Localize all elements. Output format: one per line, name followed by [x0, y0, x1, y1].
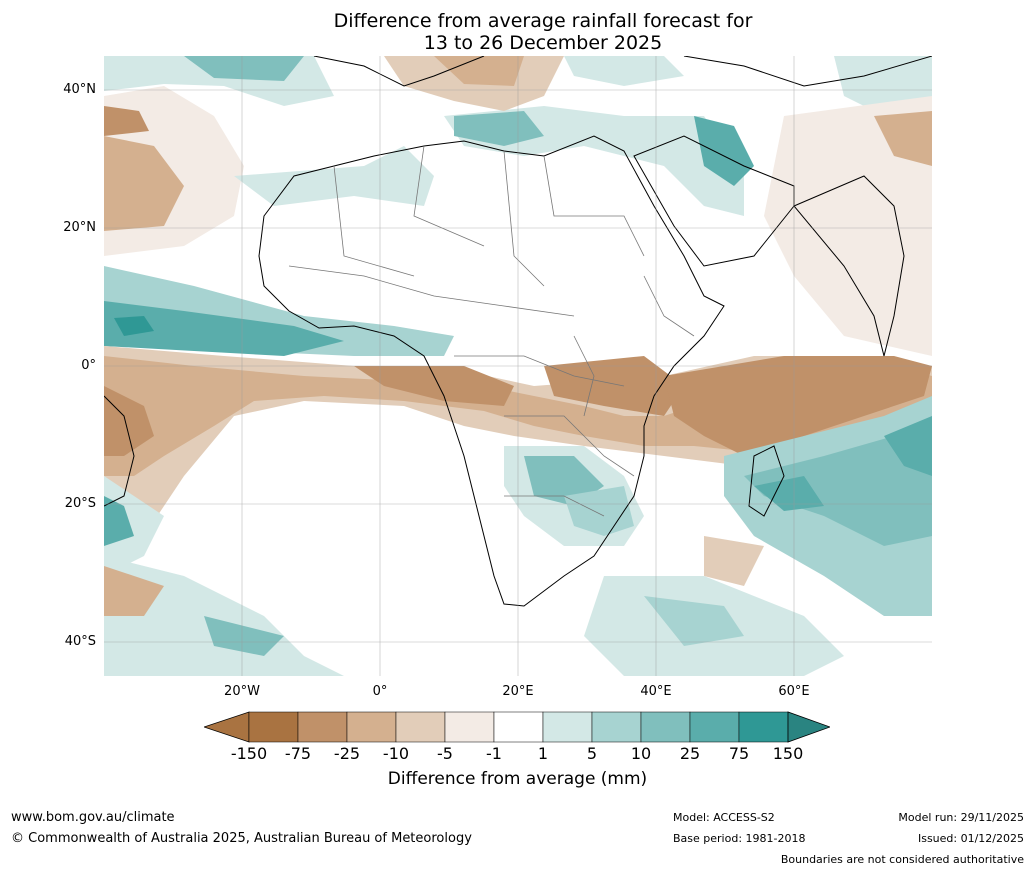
legend-swatch: [591, 711, 642, 743]
rainfall-anomaly-map: [104, 56, 932, 676]
graticule: [104, 56, 932, 676]
lon-label-60e: 60°E: [778, 684, 810, 699]
legend-tick: -150: [230, 744, 268, 763]
anomaly-fields: [104, 56, 932, 676]
legend-swatch: [346, 711, 397, 743]
legend-swatch: [542, 711, 593, 743]
boundary-disclaimer: Boundaries are not considered authoritat…: [780, 853, 1024, 866]
legend-tick: -5: [437, 744, 453, 763]
lon-label-20w: 20°W: [224, 684, 260, 699]
title-line-1: Difference from average rainfall forecas…: [333, 10, 753, 32]
legend-swatch: [738, 711, 789, 743]
legend-tick: 75: [728, 744, 750, 763]
lat-label-40s: 40°S: [64, 634, 96, 649]
lon-label-40e: 40°E: [640, 684, 672, 699]
lat-label-20s: 20°S: [64, 496, 96, 511]
legend-swatch: [493, 711, 544, 743]
website-link[interactable]: www.bom.gov.au/climate: [11, 810, 175, 825]
legend-swatch: [395, 711, 446, 743]
legend-tick: -75: [284, 744, 312, 763]
legend-tick: 5: [586, 744, 598, 763]
map-title: Difference from average rainfall forecas…: [0, 10, 1035, 54]
lon-label-20e: 20°E: [502, 684, 534, 699]
copyright-text: © Commonwealth of Australia 2025, Austra…: [11, 831, 472, 846]
lat-label-40n: 40°N: [63, 82, 96, 97]
lon-label-0: 0°: [372, 684, 388, 699]
legend-tick: 150: [772, 744, 804, 763]
legend-tick: -1: [486, 744, 502, 763]
lat-label-0: 0°: [81, 358, 96, 373]
legend-arrow-high: [787, 711, 832, 743]
legend-label: Difference from average (mm): [387, 769, 648, 789]
color-legend: [202, 710, 832, 744]
legend-tick: -25: [333, 744, 361, 763]
title-line-2: 13 to 26 December 2025: [423, 32, 663, 54]
legend-bar: [202, 711, 832, 743]
base-period: Base period: 1981-2018: [673, 832, 806, 845]
legend-swatch: [689, 711, 740, 743]
country-boundaries: [288, 145, 695, 517]
legend-swatch: [444, 711, 495, 743]
legend-swatch: [248, 711, 299, 743]
legend-arrow-low: [202, 711, 250, 743]
issued-date: Issued: 01/12/2025: [917, 832, 1024, 845]
legend-swatch: [640, 711, 691, 743]
model-run-date: Model run: 29/11/2025: [898, 811, 1024, 824]
legend-tick: -10: [382, 744, 410, 763]
legend-swatch: [297, 711, 348, 743]
map-canvas: [104, 56, 932, 676]
lat-label-20n: 20°N: [63, 220, 96, 235]
model-name: Model: ACCESS-S2: [673, 811, 775, 824]
legend-tick: 1: [537, 744, 549, 763]
legend-tick: 25: [679, 744, 701, 763]
legend-tick: 10: [630, 744, 652, 763]
